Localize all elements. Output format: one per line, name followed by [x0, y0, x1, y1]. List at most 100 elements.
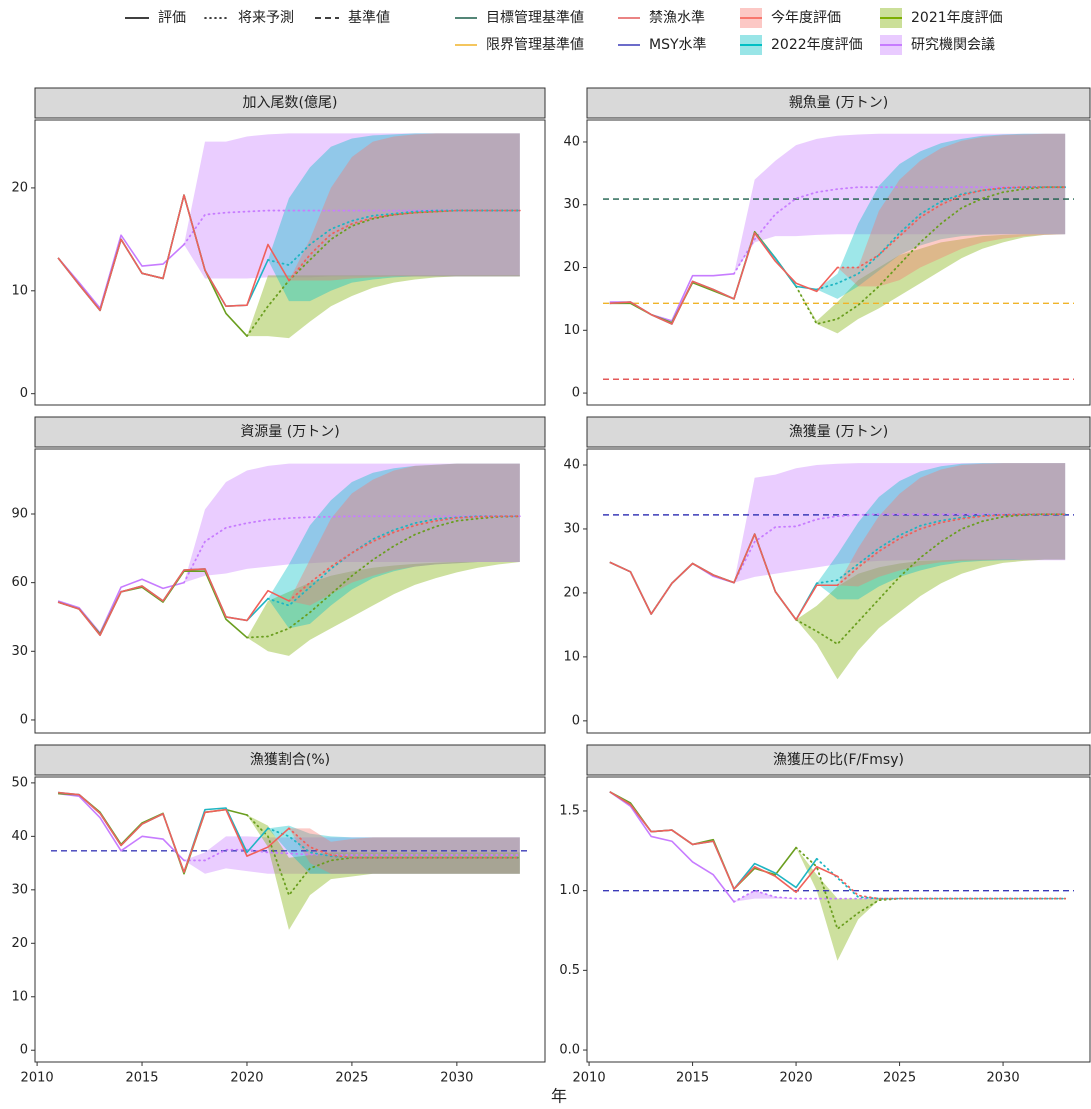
series-line [288, 209, 521, 282]
band [837, 463, 1066, 587]
panel-frame [34, 448, 546, 734]
series-line [609, 232, 817, 325]
legend-label: 研究機関会議 [911, 36, 995, 53]
x-tick-label: 2010 [21, 1071, 54, 1086]
legend-label: 2021年度評価 [911, 10, 1003, 26]
series-line [57, 570, 248, 639]
series-line [733, 513, 1067, 584]
panel-frame [34, 776, 546, 1063]
y-tick-label: 40 [563, 457, 580, 472]
band [796, 234, 1066, 334]
panel: 加入尾数(億尾) 0 10 20 [11, 87, 546, 406]
plot-area [51, 791, 529, 930]
plot-area [57, 463, 521, 656]
band [184, 463, 520, 583]
series-line [733, 186, 1067, 275]
x-tick-label: 2030 [987, 1071, 1020, 1086]
series-line [57, 234, 185, 310]
legend-label: 目標管理基準値 [486, 9, 584, 26]
band [288, 463, 520, 606]
y-tick-label: 20 [11, 936, 28, 951]
legend-label: 評価 [158, 10, 186, 26]
y-tick-label: 90 [11, 506, 28, 521]
x-tick-label: 2020 [230, 1071, 263, 1086]
y-tick-label: 0 [20, 386, 28, 401]
y-tick-label: 10 [563, 323, 580, 338]
legend-label: 将来予測 [238, 10, 294, 26]
band [796, 559, 1066, 680]
y-tick-label: 40 [11, 829, 28, 844]
x-tick-label: 2030 [440, 1071, 473, 1086]
plot-area [57, 133, 521, 339]
series-line [246, 814, 521, 897]
y-tick-label: 50 [11, 775, 28, 790]
panel-title: 親魚量 (万トン) [789, 95, 888, 111]
series-line [183, 515, 521, 584]
y-tick-label: 0 [20, 1043, 28, 1058]
band [816, 133, 1066, 299]
series-line [246, 515, 521, 639]
band [816, 463, 1066, 600]
panel-title: 資源量 (万トン) [240, 424, 339, 440]
band [267, 133, 520, 302]
series-line [57, 194, 290, 312]
series-line [288, 515, 521, 602]
x-tick-label: 2025 [883, 1071, 916, 1086]
band [733, 890, 1066, 902]
legend-label: 限界管理基準値 [486, 36, 584, 53]
series-line [836, 875, 1067, 900]
legend-label: 今年度評価 [771, 10, 841, 26]
band [837, 133, 1066, 287]
strip [586, 87, 1091, 119]
series-line [58, 791, 290, 873]
panel-frame [586, 448, 1091, 734]
y-tick-label: 60 [11, 575, 28, 590]
plot-area [603, 791, 1074, 961]
x-tick-label: 2010 [573, 1071, 606, 1086]
series-line [609, 273, 735, 322]
y-tick-label: 20 [563, 585, 580, 600]
panel: 資源量 (万トン) 0 30 60 90 [11, 416, 546, 734]
x-tick-label: 2020 [780, 1071, 813, 1086]
series-line [733, 889, 1067, 903]
y-tick-label: 0.0 [559, 1043, 580, 1058]
y-tick-label: 40 [563, 134, 580, 149]
series-line [609, 533, 838, 621]
plot-area [603, 463, 1074, 680]
x-tick-label: 2025 [335, 1071, 368, 1086]
band [246, 562, 520, 656]
legend-label: 禁漁水準 [649, 10, 705, 26]
x-axis-label: 年 [551, 1087, 567, 1106]
series-line [795, 186, 1067, 325]
band [796, 847, 1066, 961]
band [733, 463, 1066, 583]
strip [34, 87, 546, 119]
series-line [57, 578, 185, 634]
panel-frame [586, 119, 1091, 406]
plot-area [603, 133, 1074, 380]
series-line [836, 186, 1067, 269]
legend-label: MSY水準 [649, 37, 707, 53]
band [267, 463, 520, 629]
series-line [795, 513, 1067, 645]
strip [34, 416, 546, 448]
panel-frame [34, 119, 546, 406]
legend-label: 基準値 [348, 9, 390, 26]
y-tick-label: 10 [11, 989, 28, 1004]
series-line [609, 791, 797, 890]
y-tick-label: 0 [572, 713, 580, 728]
series-line [836, 513, 1067, 587]
y-tick-label: 30 [563, 521, 580, 536]
series-line [267, 515, 521, 607]
band [184, 133, 520, 279]
y-tick-label: 30 [563, 197, 580, 212]
y-tick-label: 30 [11, 882, 28, 897]
panel-title: 加入尾数(億尾) [243, 95, 338, 111]
strip [586, 744, 1091, 776]
series-line [57, 792, 185, 861]
panel: 漁獲量 (万トン) 0 10 20 30 40 [563, 416, 1091, 734]
panel-title: 漁獲量 (万トン) [789, 424, 888, 440]
series-line [609, 232, 839, 325]
y-tick-label: 1.0 [559, 883, 580, 898]
